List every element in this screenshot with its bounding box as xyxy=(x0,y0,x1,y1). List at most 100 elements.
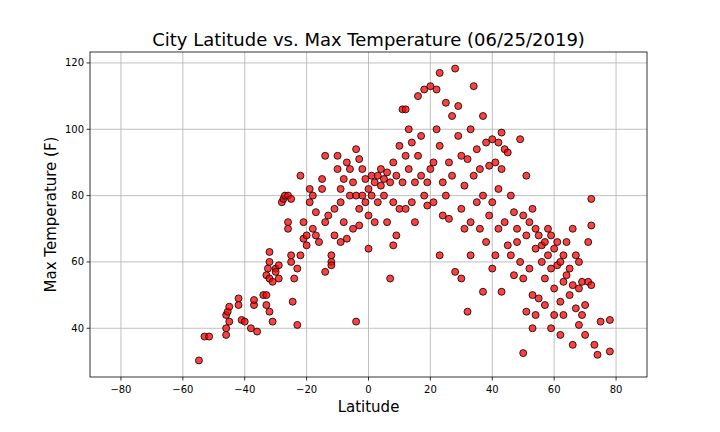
x-tick-label: 60 xyxy=(548,384,561,395)
x-tick xyxy=(368,377,369,381)
point xyxy=(470,172,477,179)
point xyxy=(439,179,446,186)
point xyxy=(489,265,496,272)
point xyxy=(365,245,372,252)
point xyxy=(421,192,428,199)
point xyxy=(334,166,341,173)
y-tick xyxy=(87,62,91,63)
y-tick-label: 100 xyxy=(65,124,84,135)
point xyxy=(566,265,573,272)
point xyxy=(442,99,449,106)
point xyxy=(445,215,452,222)
x-tick xyxy=(120,377,121,381)
point xyxy=(588,195,595,202)
point xyxy=(498,129,505,136)
x-tick xyxy=(244,377,245,381)
point xyxy=(529,325,536,332)
point xyxy=(415,93,422,100)
point xyxy=(294,321,301,328)
point xyxy=(350,179,357,186)
point xyxy=(523,172,530,179)
point xyxy=(291,275,298,282)
point xyxy=(504,242,511,249)
point xyxy=(541,275,548,282)
x-tick-label: 20 xyxy=(424,384,437,395)
point xyxy=(377,182,384,189)
y-grid-line xyxy=(90,328,647,329)
point xyxy=(535,232,542,239)
point xyxy=(289,298,296,305)
point xyxy=(436,252,443,259)
point xyxy=(479,113,486,120)
point xyxy=(285,225,292,232)
point xyxy=(445,159,452,166)
point xyxy=(331,205,338,212)
point xyxy=(343,159,350,166)
point xyxy=(591,341,598,348)
point xyxy=(517,136,524,143)
point xyxy=(319,176,326,183)
point xyxy=(384,169,391,176)
point xyxy=(356,222,363,229)
point xyxy=(402,152,409,159)
x-tick-label: −60 xyxy=(172,384,193,395)
point xyxy=(572,305,579,312)
point xyxy=(461,225,468,232)
point xyxy=(560,278,567,285)
point xyxy=(464,156,471,163)
point xyxy=(464,308,471,315)
point xyxy=(223,331,230,338)
point xyxy=(266,258,273,265)
point xyxy=(458,205,465,212)
point xyxy=(476,225,483,232)
point xyxy=(303,232,310,239)
point xyxy=(486,212,493,219)
point xyxy=(285,219,292,226)
point xyxy=(288,258,295,265)
point xyxy=(254,328,261,335)
point xyxy=(275,275,282,282)
point xyxy=(514,239,521,246)
point xyxy=(529,205,536,212)
point xyxy=(476,166,483,173)
point xyxy=(241,318,248,325)
point xyxy=(235,295,242,302)
point xyxy=(353,318,360,325)
point xyxy=(455,103,462,110)
point xyxy=(390,199,397,206)
point xyxy=(575,285,582,292)
point xyxy=(495,139,502,146)
y-tick xyxy=(87,129,91,130)
point xyxy=(551,311,558,318)
point xyxy=(479,288,486,295)
point xyxy=(498,166,505,173)
point xyxy=(588,222,595,229)
point xyxy=(328,252,335,259)
point xyxy=(288,252,295,259)
point xyxy=(312,209,319,216)
point xyxy=(548,232,555,239)
point xyxy=(294,265,301,272)
point xyxy=(297,172,304,179)
point xyxy=(430,159,437,166)
point xyxy=(226,303,233,310)
x-tick-label: −40 xyxy=(234,384,255,395)
point xyxy=(312,232,319,239)
point xyxy=(489,199,496,206)
x-tick-label: 80 xyxy=(610,384,623,395)
point xyxy=(436,142,443,149)
point xyxy=(479,192,486,199)
point xyxy=(520,350,527,357)
point xyxy=(526,219,533,226)
point xyxy=(449,172,456,179)
point xyxy=(554,239,561,246)
point xyxy=(551,285,558,292)
point xyxy=(387,275,394,282)
point xyxy=(507,192,514,199)
point xyxy=(442,192,449,199)
point xyxy=(541,239,548,246)
point xyxy=(436,69,443,76)
point xyxy=(306,199,313,206)
axes: −80−60−40−20020406080406080100120 xyxy=(65,57,623,395)
x-tick xyxy=(616,377,617,381)
